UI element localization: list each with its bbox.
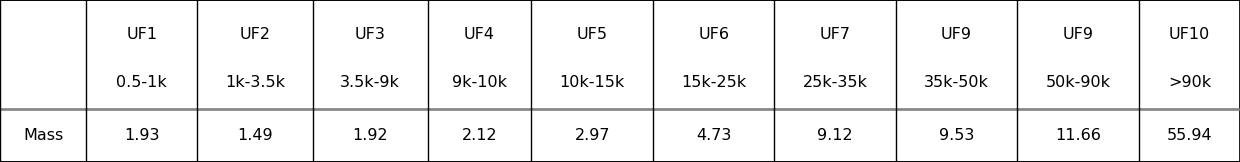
Text: UF1: UF1	[126, 28, 157, 42]
Text: >90k: >90k	[1168, 75, 1211, 90]
Text: 1.92: 1.92	[352, 128, 388, 143]
Text: 9.12: 9.12	[817, 128, 853, 143]
Text: 1k-3.5k: 1k-3.5k	[224, 75, 285, 90]
Text: 2.97: 2.97	[574, 128, 610, 143]
Text: 9.53: 9.53	[939, 128, 975, 143]
Text: 11.66: 11.66	[1055, 128, 1101, 143]
Text: UF4: UF4	[464, 28, 495, 42]
Text: UF6: UF6	[698, 28, 729, 42]
Text: UF10: UF10	[1169, 28, 1210, 42]
Text: UF2: UF2	[239, 28, 270, 42]
Text: 35k-50k: 35k-50k	[924, 75, 990, 90]
Text: 2.12: 2.12	[461, 128, 497, 143]
Text: 9k-10k: 9k-10k	[453, 75, 507, 90]
Text: 15k-25k: 15k-25k	[681, 75, 746, 90]
Text: 10k-15k: 10k-15k	[559, 75, 625, 90]
Text: UF7: UF7	[820, 28, 851, 42]
Text: 4.73: 4.73	[696, 128, 732, 143]
Text: UF9: UF9	[1063, 28, 1094, 42]
Text: UF5: UF5	[577, 28, 608, 42]
Text: 50k-90k: 50k-90k	[1045, 75, 1111, 90]
Text: 55.94: 55.94	[1167, 128, 1213, 143]
Text: 25k-35k: 25k-35k	[802, 75, 868, 90]
Text: 1.93: 1.93	[124, 128, 160, 143]
Text: Mass: Mass	[22, 128, 63, 143]
Text: 3.5k-9k: 3.5k-9k	[340, 75, 401, 90]
Text: 1.49: 1.49	[237, 128, 273, 143]
Text: 0.5-1k: 0.5-1k	[117, 75, 167, 90]
Text: UF3: UF3	[355, 28, 386, 42]
Text: UF9: UF9	[941, 28, 972, 42]
